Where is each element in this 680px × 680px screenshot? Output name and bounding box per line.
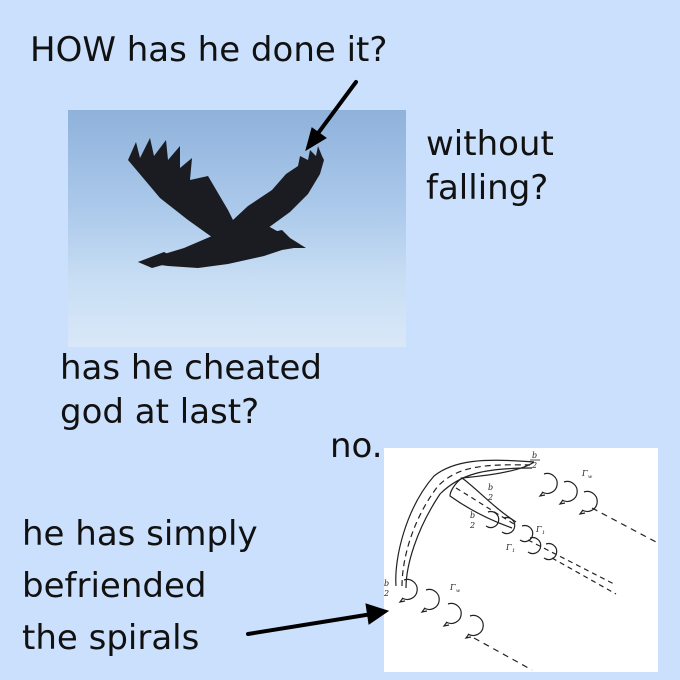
vortex-spiral bbox=[581, 490, 598, 513]
vortex-spiral bbox=[561, 480, 578, 503]
caption-line: falling? bbox=[426, 168, 549, 208]
caption-line: the spirals bbox=[22, 618, 200, 658]
caption-without-falling: without falling? bbox=[426, 122, 554, 210]
caption-line: without bbox=[426, 124, 554, 164]
vortex-spiral bbox=[445, 602, 462, 625]
label-gamma-w: Γ bbox=[449, 583, 456, 592]
vortex-spiral bbox=[519, 524, 534, 543]
vortex-spiral-drawing: b 2 Γ w b 2 b 2 Γ 1 Γ 1 b 2 Γ w bbox=[384, 451, 657, 671]
caption-line: befriended bbox=[22, 566, 207, 606]
vortex-spiral bbox=[423, 588, 440, 611]
wingtip-vortex-diagram: b 2 Γ w b 2 b 2 Γ 1 Γ 1 b 2 Γ w bbox=[384, 448, 658, 672]
vortex-spiral bbox=[527, 536, 542, 555]
bird-wing-outline bbox=[395, 459, 535, 587]
vortex-spiral bbox=[541, 472, 558, 495]
label-b-half: b bbox=[470, 511, 475, 520]
label-sub: w bbox=[588, 474, 593, 480]
label-den: 2 bbox=[384, 589, 389, 598]
caption-how: HOW has he done it? bbox=[30, 30, 388, 70]
label-den: 2 bbox=[469, 521, 475, 530]
vortex-spiral bbox=[401, 578, 418, 601]
vortex-spiral bbox=[485, 510, 500, 529]
crow-photo bbox=[68, 110, 406, 347]
label-den: 2 bbox=[531, 461, 537, 470]
label-b-half: b bbox=[488, 483, 493, 492]
label-bw-half: b bbox=[532, 451, 537, 460]
label-gamma-w: Γ bbox=[581, 469, 588, 478]
caption-cheated-god: has he cheated god at last? bbox=[60, 346, 322, 434]
vortex-spiral bbox=[467, 614, 484, 637]
caption-line: has he cheated bbox=[60, 348, 323, 388]
label-bw-half: b bbox=[384, 579, 389, 588]
caption-no: no. bbox=[330, 426, 383, 466]
caption-line: he has simply bbox=[22, 514, 258, 554]
label-gamma-1: Γ bbox=[535, 525, 542, 534]
vortex-spiral bbox=[501, 516, 516, 535]
caption-line: god at last? bbox=[60, 392, 260, 432]
label-sub: 1 bbox=[512, 548, 515, 554]
label-den: 2 bbox=[487, 493, 493, 502]
vortex-spiral bbox=[543, 542, 558, 561]
label-sub: 1 bbox=[542, 530, 545, 536]
crow-silhouette-icon bbox=[128, 138, 324, 268]
arrow-to-spirals bbox=[246, 612, 374, 636]
label-sub: w bbox=[456, 588, 461, 594]
bird-wing-outline bbox=[405, 467, 533, 589]
caption-befriended-spirals: he has simply befriended the spirals bbox=[22, 508, 258, 664]
label-gamma-1: Γ bbox=[505, 543, 512, 552]
